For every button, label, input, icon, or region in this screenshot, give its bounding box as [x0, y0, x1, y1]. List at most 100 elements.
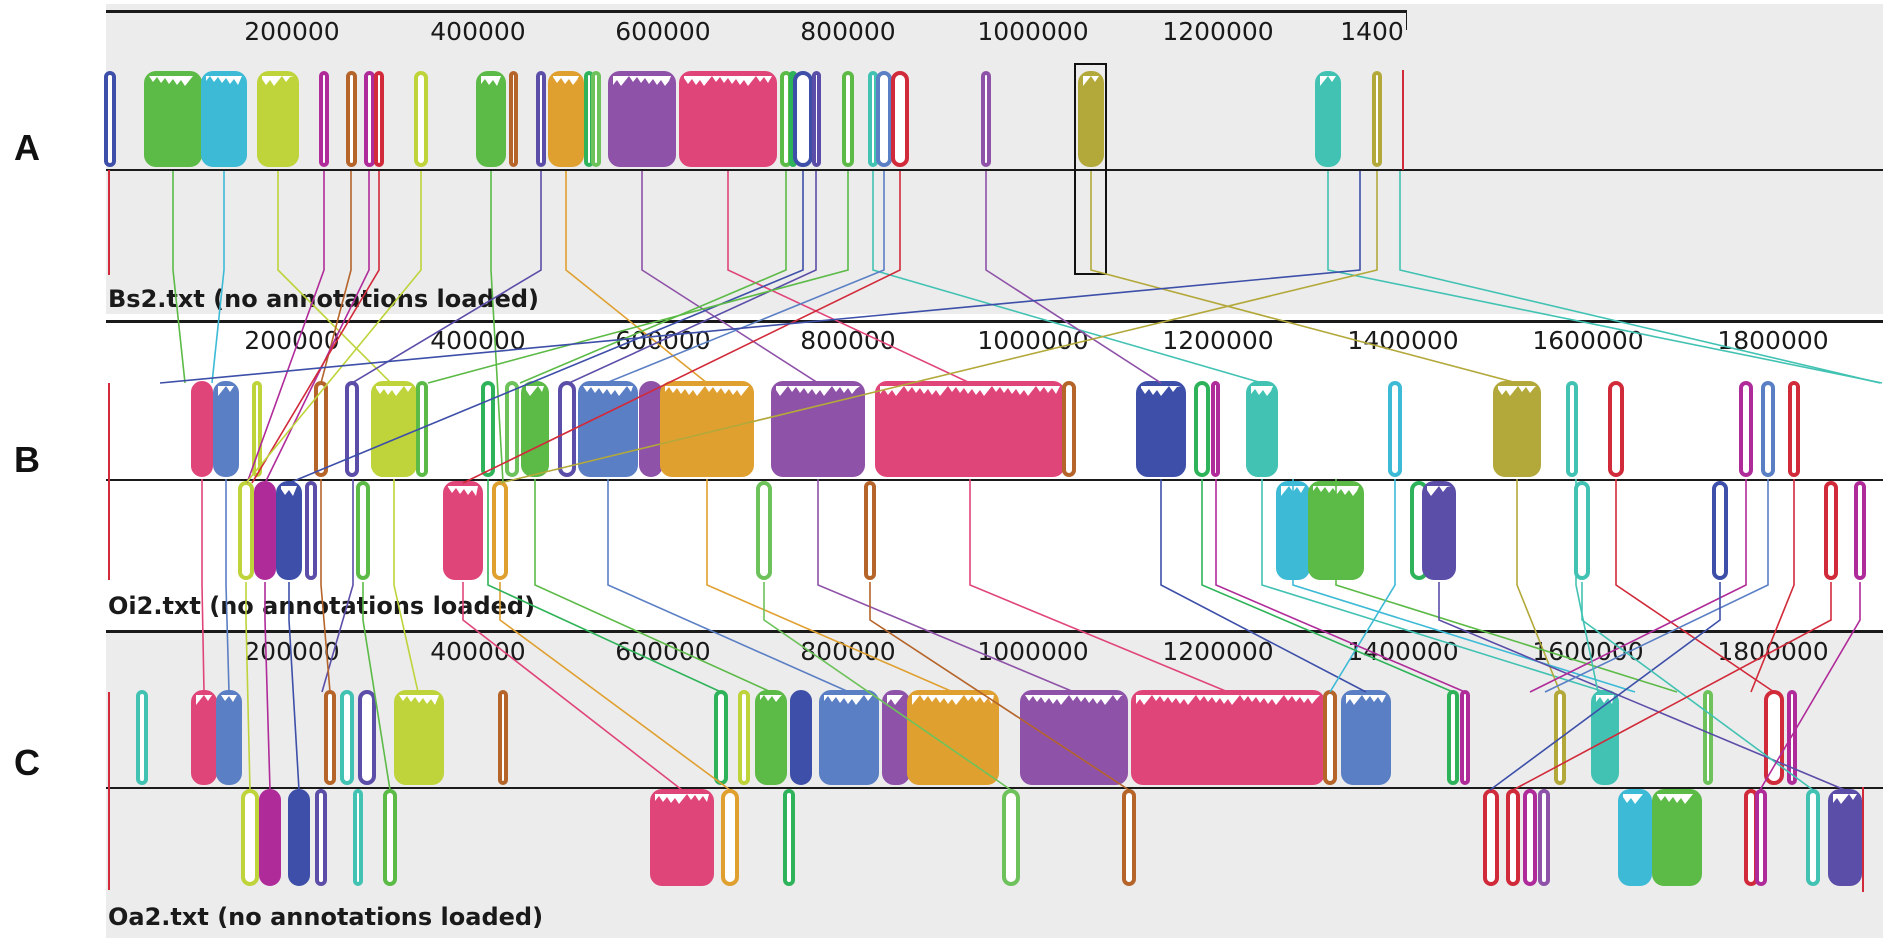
lcb-connector	[519, 171, 787, 384]
lcb-block	[498, 690, 508, 785]
lcb-block	[660, 381, 754, 477]
lcb-similarity-profile	[1346, 695, 1386, 705]
lcb-block	[216, 690, 242, 785]
lcb-block	[345, 381, 359, 477]
lcb-block	[1739, 381, 1753, 477]
lcb-similarity-profile	[149, 76, 197, 86]
lcb-connector	[727, 171, 971, 384]
panel-a-ruler-end	[1406, 10, 1407, 30]
lcb-block	[1744, 789, 1758, 886]
lcb-connector	[817, 479, 1075, 693]
lcb-block	[1246, 381, 1278, 477]
lcb-connector	[565, 171, 708, 384]
lcb-block	[755, 690, 787, 785]
lcb-block	[1755, 789, 1767, 886]
lcb-connector	[641, 171, 819, 384]
lcb-similarity-profile	[196, 695, 212, 705]
lcb-block	[1652, 789, 1702, 886]
lcb-similarity-profile	[1833, 794, 1857, 804]
panel-b-tick-label: 200000	[244, 326, 339, 355]
lcb-block	[1078, 71, 1104, 167]
genome-end-marker	[108, 383, 110, 580]
lcb-block	[394, 690, 444, 785]
panel-b-ruler: 200000 400000 600000 800000 1000000 1200…	[244, 326, 1828, 355]
lcb-connector	[225, 479, 230, 693]
lcb-block	[521, 381, 549, 477]
lcb-connector	[1335, 479, 1678, 693]
lcb-block	[505, 381, 519, 477]
lcb-block	[756, 481, 772, 580]
lcb-similarity-profile	[760, 695, 782, 702]
lcb-block	[1131, 690, 1325, 785]
lcb-block	[891, 71, 909, 167]
lcb-similarity-profile	[1083, 76, 1099, 86]
panel-a-ruler: 200000 400000 600000 800000 1000000 1200…	[244, 17, 1404, 46]
lcb-block	[364, 71, 375, 167]
lcb-similarity-profile	[1141, 386, 1181, 396]
lcb-block	[136, 690, 148, 785]
lcb-block	[1388, 381, 1402, 477]
lcb-connector	[264, 171, 370, 484]
lcb-block	[1574, 481, 1590, 580]
lcb-similarity-profile	[206, 76, 242, 85]
lcb-block	[1712, 481, 1728, 580]
lcb-block	[1618, 789, 1652, 886]
lcb-similarity-profile	[526, 386, 544, 396]
lcb-block	[315, 789, 327, 886]
lcb-block	[443, 481, 483, 580]
lcb-block	[257, 71, 299, 167]
lcb-connector	[393, 479, 419, 693]
lcb-block	[608, 71, 676, 167]
lcb-block	[288, 789, 310, 886]
lcb-block	[981, 71, 991, 167]
lcb-block	[1824, 481, 1838, 580]
panel-c-letter: C	[14, 742, 40, 783]
lcb-connector	[1090, 171, 1518, 384]
lcb-block	[191, 690, 217, 785]
lcb-similarity-profile	[1623, 794, 1647, 804]
lcb-similarity-profile	[824, 695, 874, 705]
lcb-block	[842, 71, 854, 167]
lcb-block	[492, 481, 508, 580]
lcb-block	[1460, 690, 1470, 785]
lcb-connector	[1292, 479, 1636, 693]
lcb-connector	[1575, 479, 1599, 693]
lcb-connector	[1759, 582, 1861, 791]
lcb-block	[356, 481, 370, 580]
panel-c-tick-label: 400000	[430, 637, 525, 666]
lcb-similarity-profile	[1498, 386, 1536, 396]
lcb-block	[346, 71, 357, 167]
lcb-block	[1020, 690, 1128, 785]
genome-end-marker	[1402, 70, 1404, 170]
genome-end-marker	[108, 692, 110, 890]
lcb-block	[305, 481, 317, 580]
lcb-connector	[490, 171, 504, 484]
lcb-block	[812, 71, 821, 167]
lcb-connector	[277, 171, 392, 384]
lcb-block	[1523, 789, 1537, 886]
lcb-connector	[245, 171, 422, 484]
lcb-connector	[362, 582, 391, 791]
lcb-connector	[320, 171, 352, 384]
lcb-connector	[1544, 479, 1769, 693]
lcb-block	[1422, 481, 1456, 580]
lcb-connector	[763, 582, 1012, 791]
lcb-block	[591, 71, 601, 167]
panel-c-tick-label: 1400000	[1347, 637, 1458, 666]
lcb-block	[1506, 789, 1520, 886]
lcb-block	[1828, 789, 1862, 886]
lcb-similarity-profile	[399, 695, 439, 705]
lcb-block	[639, 381, 663, 477]
lcb-similarity-profile	[1596, 695, 1614, 704]
panel-b-center-line	[106, 479, 1883, 481]
lcb-similarity-profile	[218, 386, 234, 396]
lcb-connector	[159, 171, 1361, 384]
lcb-connector	[872, 171, 1263, 384]
lcb-block	[1122, 789, 1136, 886]
lcb-connector	[320, 479, 331, 693]
lcb-connector	[1750, 479, 1795, 693]
lcb-block	[1761, 381, 1775, 477]
lcb-block	[650, 789, 714, 886]
panel-c-center-line	[106, 787, 1883, 789]
lcb-connector	[499, 582, 731, 791]
